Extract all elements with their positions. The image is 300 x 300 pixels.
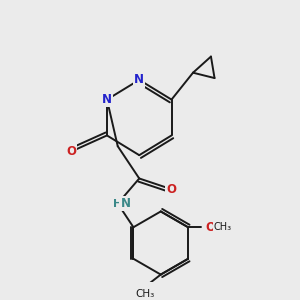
Text: CH₃: CH₃ (135, 289, 154, 299)
Text: H: H (113, 199, 122, 208)
Text: N: N (102, 93, 112, 106)
Text: N: N (134, 74, 144, 86)
Text: O: O (66, 145, 76, 158)
Text: O: O (167, 183, 176, 196)
Text: N: N (121, 197, 130, 210)
Text: CH₃: CH₃ (214, 222, 232, 232)
Text: O: O (206, 221, 216, 234)
